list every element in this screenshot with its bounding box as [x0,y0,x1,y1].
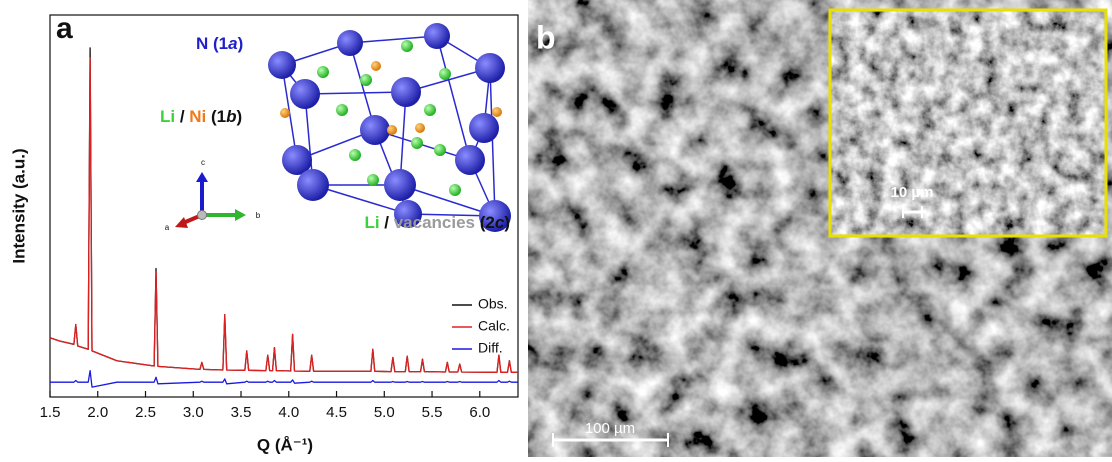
scale-bar-label: 100 µm [585,420,635,437]
site-label: Li / vacancies (2c) [364,213,510,232]
label-part: N (1 [196,34,228,53]
data-line [49,57,518,373]
x-tick-label: 6.0 [469,404,490,421]
label-part: Li [364,213,379,232]
x-tick-label: 1.5 [40,404,61,421]
axis-letter: c [201,158,205,167]
label-part: vacancies [394,213,475,232]
legend-label: Obs. [478,296,508,312]
site-label: N (1a) [196,34,243,53]
y-axis-label: Intensity (a.u.) [9,148,28,263]
legend-label: Calc. [478,318,510,334]
label-part: a [228,34,237,53]
label-part: / [175,107,189,126]
label-part: b [226,107,236,126]
crystal-structure [268,23,511,232]
label-part: c [495,213,505,232]
x-tick-label: 4.0 [278,404,299,421]
x-tick-label: 5.5 [422,404,443,421]
legend-label: Diff. [478,340,503,356]
label-part: (1 [206,107,226,126]
site-label: Li / Ni (1b) [160,107,242,126]
data-line [50,370,518,388]
label-part: ) [504,213,510,232]
panel-label: a [56,12,73,45]
inset-scale-bar-label: 10 µm [891,184,934,201]
x-tick-label: 4.5 [326,404,347,421]
axis-letter: b [256,211,261,220]
inset-frame [828,8,1108,238]
plot-frame [49,14,519,398]
label-part: Ni [189,107,206,126]
x-tick-label: 2.5 [135,404,156,421]
label-part: Li [160,107,175,126]
x-axis-label: Q (Å⁻¹) [257,435,313,454]
inset-image [830,10,1106,236]
label-part: ) [237,107,243,126]
panel-label: b [536,19,556,55]
x-tick-label: 2.0 [87,404,108,421]
x-tick-label: 5.0 [374,404,395,421]
axis-letter: a [165,223,170,232]
crystal-axes: c a b [165,158,261,232]
label-part: (2 [475,213,495,232]
data-line [49,47,518,373]
x-tick-label: 3.0 [183,404,204,421]
label-part: ) [238,34,244,53]
label-part: / [380,213,394,232]
x-tick-label: 3.5 [231,404,252,421]
